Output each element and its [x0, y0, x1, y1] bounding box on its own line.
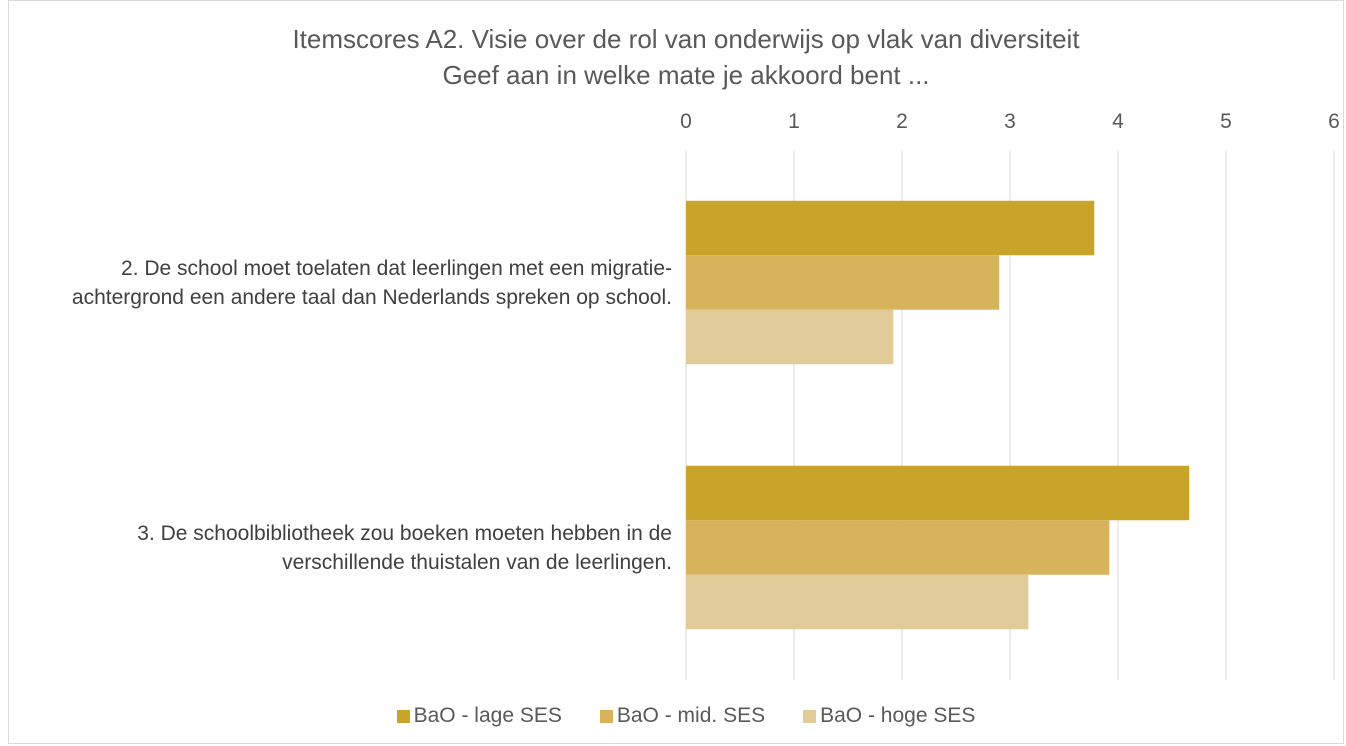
legend: BaO - lage SES BaO - mid. SES BaO - hoge S…: [0, 704, 1346, 728]
legend-swatch: [803, 709, 817, 723]
chart-frame: [8, 0, 1344, 744]
legend-item: BaO - lage SES: [396, 704, 562, 728]
y-tick-label: 3. De schoolbibliotheek zou boeken moete…: [137, 521, 672, 574]
bar: [686, 465, 1190, 521]
chart-subtitle: Geef aan in welke mate je akkoord bent .…: [442, 60, 930, 90]
legend-item: BaO - mid. SES: [599, 704, 766, 728]
x-tick-label: 4: [1112, 110, 1124, 133]
bar: [686, 574, 1029, 630]
bar: [686, 200, 1095, 256]
x-tick-label: 0: [680, 110, 692, 133]
legend-swatch: [396, 709, 410, 723]
bar: [686, 255, 1000, 310]
x-tick-label: 3: [1004, 110, 1016, 133]
x-tick-label: 5: [1220, 110, 1232, 133]
legend-swatch: [599, 709, 613, 723]
legend-label: BaO - lage SES: [413, 704, 562, 727]
x-tick-label: 1: [788, 110, 800, 133]
x-tick-label: 2: [896, 110, 908, 133]
bar: [686, 520, 1110, 575]
legend-label: BaO - mid. SES: [616, 704, 766, 727]
legend-item: BaO - hoge SES: [803, 704, 975, 728]
chart-title: Itemscores A2. Visie over de rol van ond…: [292, 24, 1080, 54]
bar: [686, 309, 894, 365]
x-tick-label: 6: [1328, 110, 1340, 133]
legend-label: BaO - hoge SES: [820, 704, 976, 727]
y-tick-label: 2. De school moet toelaten dat leerlinge…: [71, 256, 672, 309]
